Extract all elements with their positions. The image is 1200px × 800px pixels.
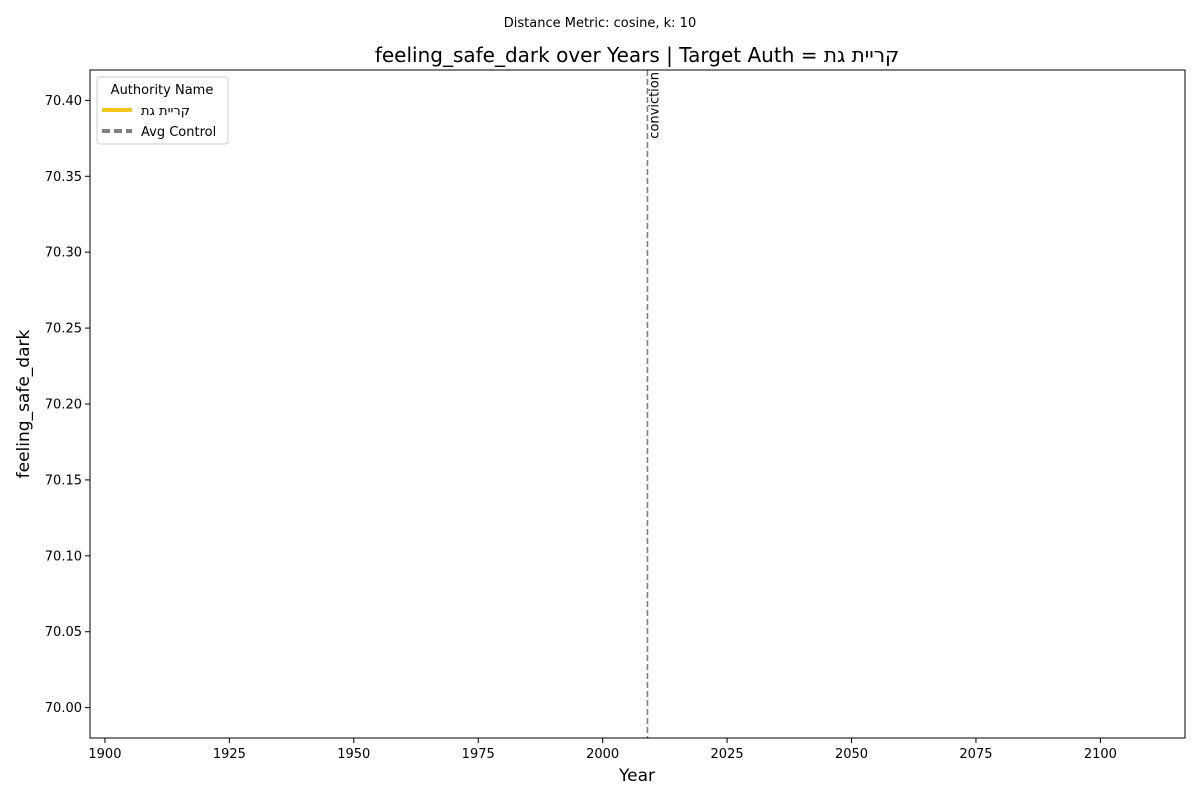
conviction-label: conviction bbox=[647, 72, 662, 139]
y-axis: 70.00 70.05 70.10 70.15 70.20 70.25 70.30 70.35… bbox=[45, 94, 90, 716]
x-tick-label: 2000 bbox=[586, 747, 619, 762]
x-tick-label: 2100 bbox=[1084, 747, 1117, 762]
y-tick-label: 70.25 bbox=[45, 322, 82, 337]
x-axis: 1900 1925 1950 1975 2000 2025 2050 2075 2100 bbox=[88, 738, 1117, 762]
y-tick-label: 70.30 bbox=[45, 246, 82, 261]
y-tick-label: 70.00 bbox=[45, 701, 82, 716]
legend-label-control: Avg Control bbox=[141, 125, 216, 140]
x-tick-label: 2050 bbox=[835, 747, 868, 762]
y-tick-label: 70.05 bbox=[45, 625, 82, 640]
y-tick-label: 70.15 bbox=[45, 473, 82, 488]
plot-frame bbox=[89, 69, 1186, 739]
x-tick-label: 1950 bbox=[337, 747, 370, 762]
legend: Authority Name קריית גת Avg Control bbox=[96, 76, 229, 145]
chart-title: feeling_safe_dark over Years | Target Au… bbox=[375, 43, 899, 67]
legend-label-target: קריית גת bbox=[141, 104, 190, 119]
legend-box bbox=[96, 76, 229, 145]
legend-title: Authority Name bbox=[111, 83, 214, 98]
y-tick-label: 70.35 bbox=[45, 170, 82, 185]
y-tick-label: 70.40 bbox=[45, 94, 82, 109]
x-tick-label: 2025 bbox=[711, 747, 744, 762]
x-tick-label: 1925 bbox=[213, 747, 246, 762]
y-tick-label: 70.20 bbox=[45, 398, 82, 413]
chart-suptitle: Distance Metric: cosine, k: 10 bbox=[504, 16, 696, 31]
x-axis-label: Year bbox=[618, 766, 655, 786]
x-tick-label: 2075 bbox=[959, 747, 992, 762]
plot-area: conviction bbox=[646, 70, 662, 738]
y-tick-label: 70.10 bbox=[45, 549, 82, 564]
x-tick-label: 1975 bbox=[462, 747, 495, 762]
y-axis-label: feeling_safe_dark bbox=[14, 330, 34, 479]
x-tick-label: 1900 bbox=[88, 747, 121, 762]
